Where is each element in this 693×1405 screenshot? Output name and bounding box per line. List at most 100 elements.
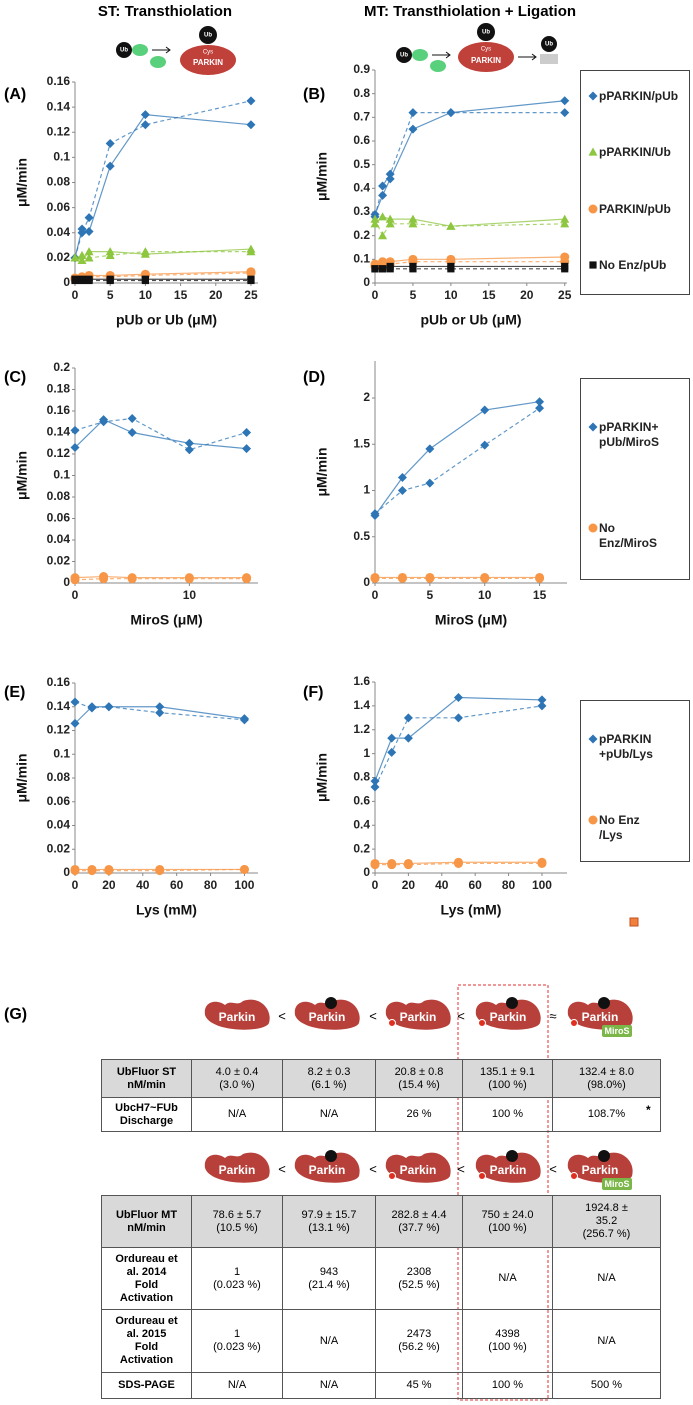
marker: [370, 860, 380, 870]
panel-label: (F): [303, 684, 323, 701]
legend-label: pPARKIN/Ub: [599, 145, 671, 160]
series-line: [74, 701, 245, 721]
ub-icon: [506, 997, 518, 1009]
y-tick-label: 0.14: [47, 425, 71, 439]
table-cell: 135.1 ± 9.1 (100 %): [462, 1059, 553, 1098]
cys-text: Cys: [203, 50, 213, 56]
parkin-icon: [294, 1152, 360, 1183]
e2-icon: [150, 56, 166, 68]
ub-icon: [116, 42, 132, 58]
y-tick-label: 0.06: [47, 200, 71, 214]
parkin-icon: [475, 999, 541, 1030]
x-tick-label: 10: [478, 588, 492, 602]
ub-icon: [477, 23, 495, 41]
marker: [425, 478, 435, 488]
y-tick-label: 0.4: [353, 181, 370, 195]
y-tick-label: 0.5: [353, 157, 370, 171]
panel-label: (C): [4, 369, 26, 386]
y-axis-title: μM/min: [14, 158, 30, 207]
marker: [387, 747, 397, 757]
arrow: [432, 51, 451, 59]
y-tick-label: 0.16: [47, 675, 71, 689]
marker: [140, 110, 150, 120]
legend-swatch: [588, 422, 598, 431]
table-row: UbFluor ST nM/min 4.0 ± 0.4 (3.0 %) 8.2 ± …: [101, 1059, 661, 1098]
marker: [480, 440, 490, 450]
ub-text: Ub: [400, 53, 408, 59]
marker: [141, 276, 149, 285]
marker: [70, 697, 80, 707]
table-cell: 1924.8 ± 35.2 (256.7 %): [552, 1195, 661, 1248]
table-cell: N/A: [282, 1309, 376, 1373]
x-tick-label: 0: [372, 288, 379, 302]
x-tick-label: 15: [533, 588, 547, 602]
legend-swatch: [589, 261, 597, 269]
marker: [77, 250, 87, 259]
arrow: [152, 46, 171, 54]
marker: [537, 695, 547, 705]
parkin-icon: [204, 1152, 270, 1183]
e2-icon: [412, 49, 428, 61]
marker: [84, 247, 94, 256]
y-tick-label: 0.08: [47, 489, 71, 503]
parkin-label: Parkin: [490, 1010, 527, 1024]
marker: [246, 268, 256, 278]
comparison-symbol: <: [278, 1008, 286, 1023]
marker: [70, 425, 80, 435]
y-tick-label: 0.12: [47, 446, 71, 460]
marker: [155, 702, 165, 712]
x-tick-label: 15: [174, 288, 188, 302]
parkin-label: Parkin: [219, 1010, 256, 1024]
arrow: [518, 53, 537, 61]
series-line: [74, 250, 251, 259]
marker: [560, 219, 570, 228]
ub-icon: [598, 1150, 610, 1162]
miros-tag: [602, 1178, 632, 1190]
x-tick-label: 5: [107, 288, 114, 302]
marker: [106, 276, 114, 285]
y-tick-label: 0.6: [353, 794, 370, 808]
phospho-icon: [570, 1172, 578, 1180]
y-tick-label: 0: [63, 865, 70, 879]
marker: [77, 255, 87, 264]
y-tick-label: 0: [363, 275, 370, 289]
x-axis-title: Lys (mM): [441, 902, 502, 918]
marker: [378, 212, 388, 221]
data-table: UbFluor ST nM/min 4.0 ± 0.4 (3.0 %) 8.2 ± …: [101, 1059, 661, 1132]
marker: [535, 397, 545, 407]
y-tick-label: 0.02: [47, 250, 71, 264]
ub-text: Ub: [204, 33, 212, 39]
marker: [84, 213, 94, 223]
table-cell: 4.0 ± 0.4 (3.0 %): [191, 1059, 283, 1098]
ub-icon: [541, 36, 557, 52]
mt-schematic: Ub Ub Cys PARKIN Ub: [396, 23, 558, 72]
x-tick-label: 0: [72, 288, 79, 302]
marker: [535, 573, 545, 583]
marker: [127, 428, 137, 437]
marker: [246, 96, 256, 106]
marker: [378, 190, 388, 200]
marker: [537, 858, 547, 868]
marker: [239, 715, 249, 725]
marker: [105, 161, 115, 171]
y-tick-label: 0: [363, 575, 370, 589]
marker: [370, 782, 380, 792]
marker: [370, 509, 380, 519]
legend-label: PARKIN/pUb: [599, 201, 671, 216]
marker: [397, 486, 407, 495]
row-header: UbcH7~FUb Discharge: [101, 1097, 192, 1132]
marker: [87, 866, 97, 876]
marker: [104, 866, 114, 876]
marker: [99, 574, 109, 584]
marker: [105, 250, 115, 259]
legend-label: No Enz/MiroS: [599, 520, 658, 550]
table-cell: 500 %: [552, 1372, 661, 1399]
marker: [403, 733, 413, 743]
ub-text: Ub: [482, 30, 490, 36]
marker: [453, 858, 463, 868]
e2-icon: [132, 44, 148, 56]
x-axis-title: MiroS (μM): [130, 612, 202, 628]
legend-label: No Enz /Lys: [599, 812, 640, 842]
y-tick-label: 0: [63, 275, 70, 289]
row-header: UbFluor ST nM/min: [101, 1059, 192, 1098]
